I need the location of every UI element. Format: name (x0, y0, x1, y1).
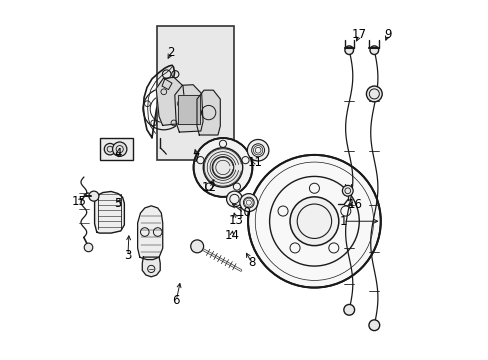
Circle shape (112, 142, 126, 156)
Text: 17: 17 (351, 28, 366, 41)
Circle shape (226, 191, 242, 207)
Text: 13: 13 (228, 214, 243, 227)
Circle shape (239, 194, 257, 212)
Polygon shape (142, 257, 160, 277)
Circle shape (344, 46, 353, 54)
Circle shape (289, 197, 338, 246)
Text: 12: 12 (202, 181, 216, 194)
Circle shape (343, 305, 354, 315)
Circle shape (84, 243, 93, 252)
Text: 8: 8 (247, 256, 255, 269)
Polygon shape (94, 192, 124, 233)
Circle shape (342, 185, 352, 196)
Text: 9: 9 (384, 28, 391, 41)
Polygon shape (178, 95, 199, 125)
Text: 7: 7 (193, 152, 201, 165)
Text: 15: 15 (71, 195, 86, 208)
Text: 2: 2 (167, 46, 174, 59)
Circle shape (190, 240, 203, 253)
Text: 11: 11 (247, 156, 262, 168)
Text: 10: 10 (236, 207, 251, 220)
Text: 4: 4 (114, 147, 122, 159)
Text: 3: 3 (124, 249, 131, 262)
Circle shape (203, 148, 242, 187)
Polygon shape (197, 90, 220, 135)
Text: 1: 1 (339, 215, 346, 228)
Circle shape (368, 320, 379, 330)
Text: 16: 16 (347, 198, 362, 211)
Circle shape (369, 46, 378, 54)
Bar (100, 138, 132, 160)
Text: 6: 6 (172, 294, 180, 307)
Circle shape (247, 155, 380, 288)
Circle shape (89, 191, 99, 201)
Circle shape (366, 86, 382, 102)
Circle shape (247, 139, 268, 161)
Polygon shape (174, 85, 203, 132)
Text: 14: 14 (224, 229, 239, 242)
Text: 5: 5 (114, 197, 122, 210)
Polygon shape (156, 77, 185, 125)
Circle shape (193, 138, 252, 197)
Bar (156, 26, 233, 160)
Circle shape (104, 143, 116, 155)
Polygon shape (137, 206, 163, 260)
